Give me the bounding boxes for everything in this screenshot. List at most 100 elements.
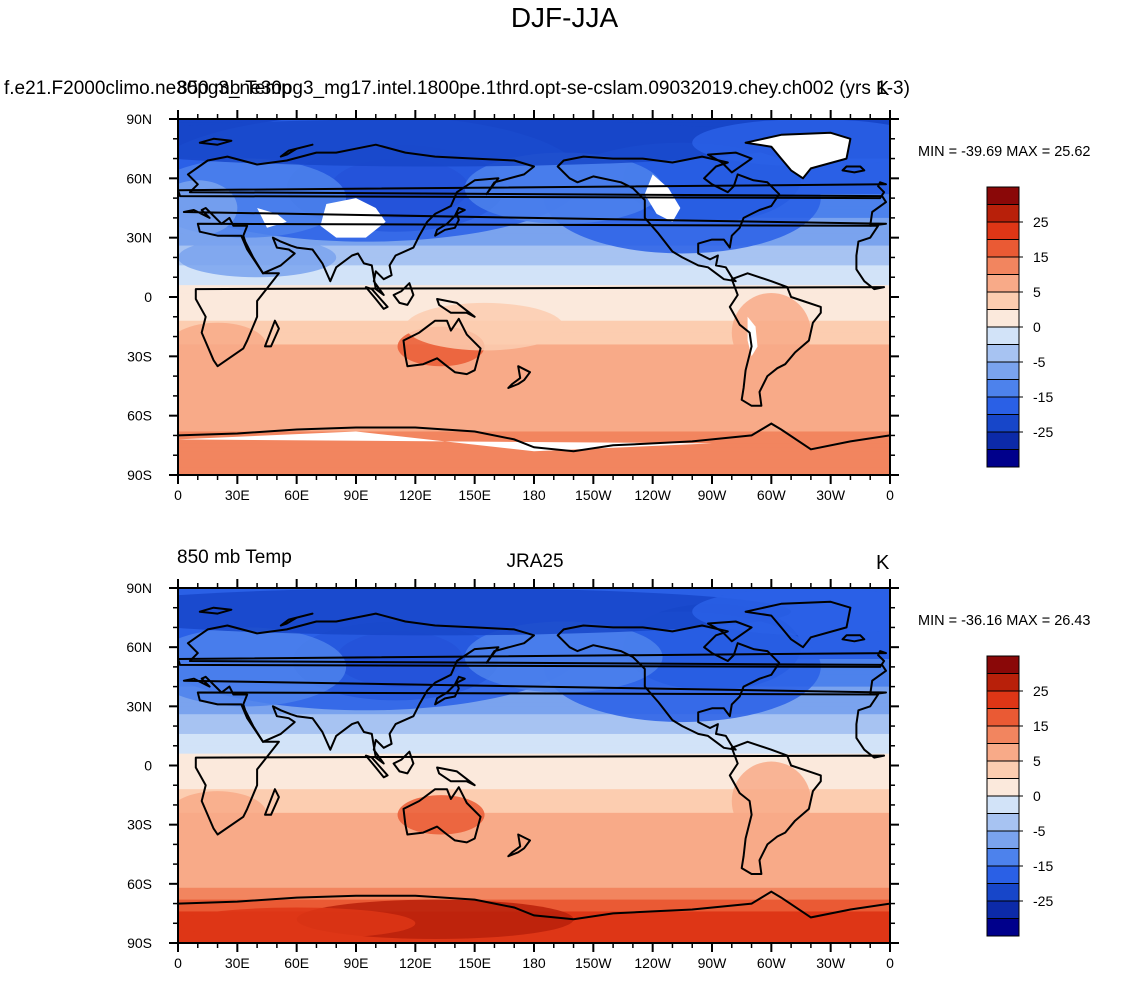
anomaly-region [178, 627, 347, 707]
zonal-band [178, 395, 890, 401]
coastline-greenland [34, 133, 139, 179]
coastline-new-guinea [436, 298, 476, 318]
zonal-band [178, 875, 890, 881]
coastline-sumatra [364, 754, 389, 779]
zonal-band [178, 455, 890, 460]
zonal-band [178, 352, 890, 357]
zonal-band [178, 935, 890, 940]
zonal-band [178, 229, 890, 235]
anomaly-region [178, 791, 267, 839]
zonal-band [178, 883, 890, 889]
zonal-band [178, 804, 890, 810]
x-tick-label: 30W [816, 487, 846, 503]
y-tick-label: 60N [126, 639, 152, 655]
x-tick-label: 150W [575, 955, 612, 971]
coastline-antarctica [178, 890, 890, 921]
coastline-north-america [0, 157, 67, 282]
zonal-band [178, 399, 890, 405]
coastline-new-zealand [507, 833, 531, 858]
coastline-antarctica [178, 422, 890, 453]
zonal-band [178, 808, 890, 814]
colorbar-label: -5 [1033, 823, 1046, 839]
zonal-band [178, 757, 890, 763]
zonal-band [178, 895, 890, 901]
zonal-band [178, 769, 890, 774]
colorbar-box [986, 690, 1020, 709]
zonal-band [178, 816, 890, 822]
anomaly-region [464, 152, 663, 224]
colorbar-box [986, 449, 1020, 468]
zonal-band [178, 801, 890, 806]
coastline-africa [194, 222, 886, 368]
colorbar-box [986, 813, 1020, 832]
y-tick-label: 60S [127, 876, 152, 892]
zonal-band [178, 451, 890, 456]
colorbar-box [986, 326, 1020, 345]
zonal-band [178, 856, 890, 861]
zonal-band [178, 463, 890, 468]
y-tick-label: 0 [144, 758, 152, 774]
colorbar-label: -15 [1033, 389, 1053, 405]
zonal-band [178, 265, 890, 270]
zonal-band [178, 245, 890, 251]
colorbar-label: 5 [1033, 753, 1041, 769]
zonal-band [178, 360, 890, 365]
panel2-min-max: MIN = -36.16 MAX = 26.43 [918, 613, 1091, 629]
coastline-greenland [744, 131, 852, 180]
panel2-center-title: JRA25 [506, 551, 564, 572]
zonal-band [178, 348, 890, 353]
anomaly-region [405, 302, 564, 351]
zonal-band [178, 820, 890, 826]
colorbar-box [986, 743, 1020, 762]
colorbar-box [986, 431, 1020, 450]
x-tick-label: 120E [399, 487, 432, 503]
colorbar-box [986, 396, 1020, 415]
colorbar-label: -15 [1033, 858, 1053, 874]
zonal-band [178, 273, 890, 278]
colorbar-label: -25 [1033, 424, 1053, 440]
panel2-units: K [876, 552, 890, 574]
zonal-band [178, 761, 890, 767]
panel1-min-max: MIN = -39.69 MAX = 25.62 [918, 144, 1091, 160]
x-tick-label: 180 [522, 487, 546, 503]
zonal-band [178, 733, 890, 739]
coastline-eurasia [0, 614, 174, 764]
colorbar-box [986, 883, 1020, 902]
zonal-band [178, 702, 890, 707]
colorbar-box [986, 204, 1020, 223]
anomaly-region [178, 322, 267, 371]
anomaly-region [731, 293, 811, 373]
colorbar-box [986, 655, 1020, 674]
zonal-band [178, 423, 890, 429]
coastline-japan [434, 675, 466, 706]
zonal-band [178, 797, 890, 802]
x-tick-label: 0 [886, 487, 894, 503]
coastline-south-america [18, 273, 109, 406]
colorbar-label: 25 [1033, 683, 1049, 699]
zonal-band [178, 730, 890, 735]
y-tick-label: 30N [126, 230, 152, 246]
zonal-band [178, 848, 890, 853]
y-tick-label: 30N [126, 698, 152, 714]
x-tick-label: 30E [225, 487, 250, 503]
zonal-band [178, 899, 890, 905]
zonal-band [178, 698, 890, 703]
colorbar-label: 25 [1033, 214, 1049, 230]
zonal-band [178, 706, 890, 711]
zonal-band [178, 785, 890, 790]
zonal-band [178, 872, 890, 877]
colorbar-box [986, 379, 1020, 398]
zonal-band [178, 844, 890, 849]
y-tick-label: 0 [144, 289, 152, 305]
zonal-band [178, 372, 890, 377]
colorbar-box [986, 830, 1020, 849]
zonal-band [178, 269, 890, 274]
colorbar-box [986, 256, 1020, 275]
x-tick-label: 60E [284, 487, 309, 503]
zonal-band [178, 722, 890, 727]
colorbar-box [986, 344, 1020, 363]
x-tick-label: 90E [344, 487, 369, 503]
zonal-band [178, 431, 890, 437]
panel2-left-title: 850 mb Temp [177, 547, 292, 568]
zonal-band [178, 860, 890, 865]
